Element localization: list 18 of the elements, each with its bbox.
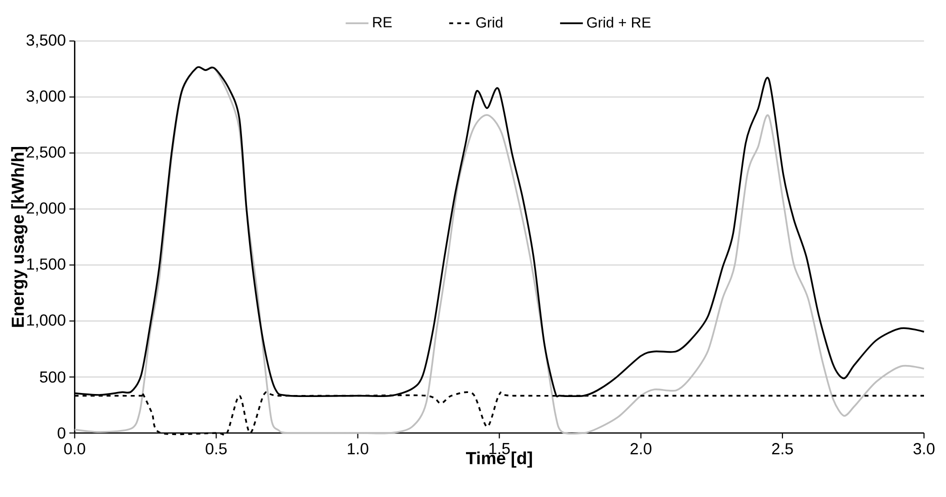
x-tick-label: 1.0 — [348, 443, 368, 454]
x-tick-label: 0.5 — [206, 443, 227, 454]
y-tick-label: 500 — [40, 371, 66, 383]
y-tick-label: 3,000 — [26, 90, 66, 104]
x-tick-label: 3.0 — [913, 443, 935, 454]
y-tick-label: 1,000 — [27, 314, 66, 328]
y-tick-label: 2,000 — [26, 202, 66, 216]
y-tick-label: 2,500 — [26, 146, 66, 160]
y-axis-title: Energy usage [kWh/h] — [11, 146, 28, 327]
x-tick-label: 2.5 — [772, 443, 793, 454]
legend-label: Grid — [476, 16, 502, 28]
y-tick-label: 1,500 — [27, 258, 66, 272]
legend-label: RE — [373, 17, 392, 28]
y-tick-label: 0 — [58, 427, 66, 439]
x-tick-label: 0.0 — [64, 443, 86, 454]
y-tick-label: 3,500 — [26, 34, 66, 48]
x-tick-label: 2.0 — [630, 443, 652, 454]
legend-label: Grid + RE — [587, 16, 651, 28]
